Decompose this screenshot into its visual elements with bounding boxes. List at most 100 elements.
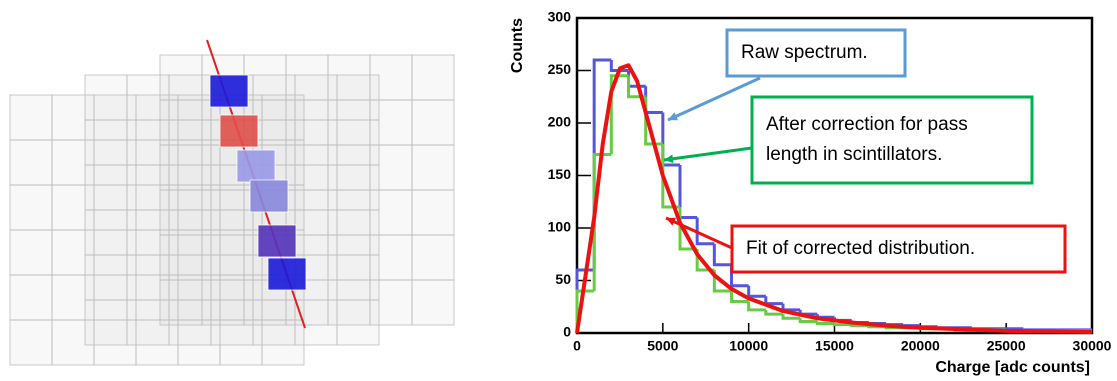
detector-cell — [336, 74, 380, 121]
detector-cell — [294, 119, 338, 166]
x-tick-label: 0 — [573, 338, 581, 354]
hit-cell — [236, 149, 276, 183]
detector-cell — [84, 299, 128, 346]
detector-cell — [9, 94, 53, 141]
histogram-step — [592, 58, 612, 270]
detector-cell — [126, 299, 170, 346]
histogram-step — [747, 301, 766, 312]
detector-cell — [369, 99, 413, 146]
detector-cell — [294, 164, 338, 211]
x-tick-label: 10000 — [729, 338, 768, 354]
detector-cell — [84, 164, 128, 211]
detector-cell — [135, 94, 179, 141]
detector-cell — [159, 54, 203, 101]
y-tick-label: 300 — [548, 9, 572, 25]
detector-cell — [294, 209, 338, 256]
detector-cell — [51, 274, 95, 321]
x-tick-label: 20000 — [901, 338, 940, 354]
histogram-step — [644, 86, 663, 114]
histogram-step — [695, 217, 715, 246]
detector-cell — [159, 99, 203, 146]
detector-cell — [369, 144, 413, 191]
detector-cell — [327, 144, 371, 191]
detector-cell — [9, 139, 53, 186]
detector-cell — [84, 209, 128, 256]
fit-curve — [575, 63, 1093, 334]
histogram-step — [833, 323, 852, 327]
histogram-step — [575, 289, 595, 333]
x-axis-label: Charge [adc counts] — [935, 359, 1090, 376]
histogram-step — [712, 243, 732, 267]
detector-cell — [126, 254, 170, 301]
y-tick-label: 100 — [548, 219, 572, 235]
detector-cell — [327, 279, 371, 326]
detector-cell — [201, 234, 245, 281]
y-tick-label: 50 — [555, 271, 571, 287]
histogram-step — [764, 309, 783, 316]
detector-cell — [261, 319, 305, 366]
detector-cell — [327, 234, 371, 281]
detector-cell — [159, 189, 203, 236]
detector-cell — [210, 299, 254, 346]
hit-cell — [209, 74, 249, 108]
detector-cell — [369, 234, 413, 281]
x-tick-label: 25000 — [987, 338, 1026, 354]
histogram-step — [798, 318, 818, 323]
detector-cell — [126, 209, 170, 256]
hit-cell — [249, 179, 289, 213]
histogram-step — [678, 165, 698, 219]
y-tick-label: 250 — [548, 61, 572, 77]
detector-cell — [168, 164, 212, 211]
detector-cell — [327, 99, 371, 146]
histogram-step — [730, 291, 749, 303]
histogram-step — [781, 314, 801, 320]
detector-cell — [369, 279, 413, 326]
y-tick-label: 0 — [563, 324, 571, 340]
detector-cell — [177, 139, 221, 186]
detector-cell — [135, 229, 179, 276]
detector-cell — [177, 229, 221, 276]
detector-cell — [285, 144, 329, 191]
detector-cell — [243, 54, 287, 101]
histogram-step — [764, 296, 783, 306]
detector-cell — [93, 184, 137, 231]
detector-cell — [201, 279, 245, 326]
detector-cell — [219, 274, 263, 321]
detector-cell — [84, 74, 128, 121]
detector-cell — [126, 74, 170, 121]
detector-cell — [411, 234, 455, 281]
detector-cell — [9, 184, 53, 231]
detector-cell — [411, 279, 455, 326]
detector-cell — [9, 274, 53, 321]
detector-cell — [159, 144, 203, 191]
detector-cell — [336, 119, 380, 166]
histogram-step — [815, 321, 835, 326]
detector-cell — [411, 144, 455, 191]
detector-cell — [84, 254, 128, 301]
detector-cell — [168, 299, 212, 346]
detector-render — [9, 39, 455, 366]
hit-cell — [267, 257, 307, 291]
x-tick-label: 30000 — [1073, 338, 1112, 354]
detector-cell — [219, 229, 263, 276]
detector-cell — [93, 139, 137, 186]
histogram-step — [850, 324, 869, 328]
detector-cell — [369, 189, 413, 236]
detector-cell — [177, 274, 221, 321]
detector-cell — [285, 54, 329, 101]
annotation-box — [730, 224, 1067, 274]
x-tick-label: 5000 — [647, 338, 678, 354]
y-tick-label: 150 — [548, 166, 572, 182]
histogram-step — [781, 303, 801, 312]
annotation-text: After correction for pass — [766, 114, 968, 135]
x-tick-label: 15000 — [815, 338, 854, 354]
detector-cell — [51, 319, 95, 366]
histogram-step — [609, 74, 629, 155]
detector-cell — [9, 229, 53, 276]
detector-cell — [126, 164, 170, 211]
detector-cell — [411, 54, 455, 101]
detector-cell — [9, 319, 53, 366]
arrow-head — [668, 112, 678, 121]
